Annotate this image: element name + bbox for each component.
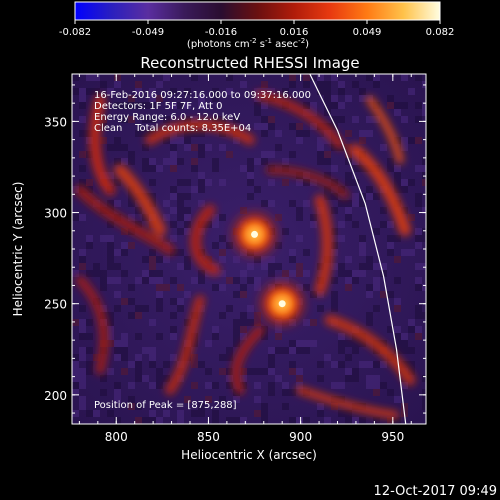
heatmap-peak (234, 214, 275, 255)
colorbar-tick-label: 0.082 (426, 27, 455, 38)
x-axis: 800 850 900 950 (78, 74, 412, 444)
x-tick-label: 950 (381, 430, 404, 444)
heatmap-image (72, 74, 426, 424)
y-tick-label: 350 (44, 115, 67, 129)
x-tick-label: 900 (289, 430, 312, 444)
y-tick-label: 200 (44, 389, 67, 403)
annotation-peak: Position of Peak = [875,288] (94, 400, 237, 411)
heatmap-peak (262, 283, 303, 324)
colorbar-ticks: -0.082 -0.049 -0.016 0.016 0.049 0.082 (59, 20, 454, 38)
colorbar-units: (photons cm-2 s-1 asec-2) (187, 37, 309, 50)
footer-date: 12-Oct-2017 09:49 (374, 484, 497, 499)
colorbar-tick-label: 0.016 (280, 27, 309, 38)
colorbar-tick-label: -0.082 (59, 27, 91, 38)
annotation-clean: Clean Total counts: 8.35E+04 (94, 123, 251, 134)
y-axis: 200 250 300 350 (44, 84, 426, 414)
x-tick-label: 850 (197, 430, 220, 444)
solar-limb (309, 74, 407, 424)
colorbar (74, 1, 441, 21)
x-tick-label: 800 (105, 430, 128, 444)
y-axis-label: Heliocentric Y (arcsec) (11, 182, 25, 317)
chart-title: Reconstructed RHESSI Image (140, 54, 359, 72)
colorbar-tick-label: 0.049 (353, 27, 382, 38)
y-tick-label: 300 (44, 207, 67, 221)
colorbar-tick-label: -0.049 (132, 27, 164, 38)
colorbar-tick-label: -0.016 (205, 27, 237, 38)
y-tick-label: 250 (44, 298, 67, 312)
x-axis-label: Heliocentric X (arcsec) (181, 448, 317, 462)
annotation-energy: Energy Range: 6.0 - 12.0 keV (94, 112, 240, 123)
annotation-detectors: Detectors: 1F 5F 7F, Att 0 (94, 101, 222, 112)
annotation-time: 16-Feb-2016 09:27:16.000 to 09:37:16.000 (94, 90, 311, 101)
